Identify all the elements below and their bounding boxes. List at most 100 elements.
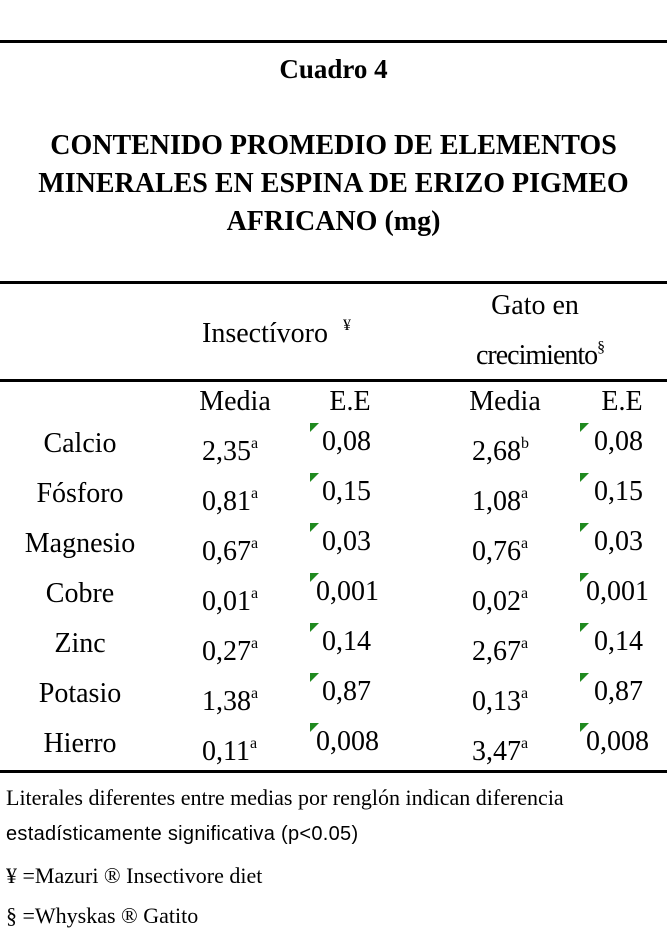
subheader-gato-mean: Media xyxy=(469,386,541,417)
mean-value: 0,81 xyxy=(202,486,251,517)
row-mineral-name: Magnesio xyxy=(24,528,136,559)
row-mineral-name: Calcio xyxy=(43,428,117,459)
mean-value: 2,67 xyxy=(472,636,521,667)
subheader-insect-se: E.E xyxy=(329,386,371,417)
mean-value: 0,01 xyxy=(202,586,251,617)
green-corner-marker xyxy=(310,423,319,432)
row-mineral-name: Zinc xyxy=(54,628,106,659)
significance-letter: a xyxy=(251,435,259,452)
row-gato-se: 0,87 xyxy=(594,676,643,707)
row-gato-mean: 0,76a xyxy=(472,536,528,568)
group-label-insectivoro: Insectívoro xyxy=(202,318,328,349)
row-insect-mean: 0,67a xyxy=(202,536,258,568)
table-caption: Cuadro 4 xyxy=(279,54,388,84)
footnote-literals: Literales diferentes entre medias por re… xyxy=(6,785,564,810)
footnote-whyskas: § =Whyskas ® Gatito xyxy=(6,903,199,928)
group-label-gato: crecimiento xyxy=(476,340,598,371)
green-corner-marker xyxy=(580,723,589,732)
green-corner-marker xyxy=(310,573,319,582)
row-insect-se: 0,03 xyxy=(322,526,371,557)
top-rule xyxy=(0,40,667,43)
mean-value: 1,08 xyxy=(472,486,521,517)
row-insect-se: 0,14 xyxy=(322,626,371,657)
significance-letter: a xyxy=(251,535,259,552)
row-gato-mean: 2,67a xyxy=(472,636,528,668)
row-insect-se: 0,15 xyxy=(322,476,371,507)
row-mineral-name: Fósforo xyxy=(36,478,124,509)
green-corner-marker xyxy=(310,673,319,682)
group-header-insectivoro: Insectívoro ¥ xyxy=(202,318,351,350)
footnote-mazuri: ¥ =Mazuri ® Insectivore diet xyxy=(6,863,263,888)
row-gato-mean: 0,13a xyxy=(472,686,528,718)
significance-letter: a xyxy=(251,485,259,502)
significance-letter: a xyxy=(251,685,259,702)
row-gato-se: 0,14 xyxy=(594,626,643,657)
significance-letter: a xyxy=(521,635,529,652)
table-title-line-2: MINERALES EN ESPINA DE ERIZO PIGMEO xyxy=(38,168,629,199)
mean-value: 1,38 xyxy=(202,686,251,717)
table-title-line-1: CONTENIDO PROMEDIO DE ELEMENTOS xyxy=(50,130,617,161)
row-mineral-name: Potasio xyxy=(38,678,122,709)
significance-letter: a xyxy=(249,735,258,752)
significance-letter: a xyxy=(521,585,529,602)
row-gato-se: 0,001 xyxy=(586,576,649,607)
group-header-gato-line-2: crecimiento§ xyxy=(476,340,605,372)
row-gato-mean: 1,08a xyxy=(472,486,528,518)
green-corner-marker xyxy=(580,623,589,632)
row-gato-se: 0,03 xyxy=(594,526,643,557)
row-insect-mean: 0,11a xyxy=(202,736,257,768)
row-insect-mean: 0,81a xyxy=(202,486,258,518)
subheader-insect-mean: Media xyxy=(199,386,271,417)
mean-value: 3,47 xyxy=(472,736,521,767)
green-corner-marker xyxy=(310,523,319,532)
header-bottom-rule xyxy=(0,379,667,382)
significance-letter: a xyxy=(521,735,529,752)
row-mineral-name: Hierro xyxy=(43,728,117,759)
row-gato-se: 0,008 xyxy=(586,726,649,757)
subheader-gato-se: E.E xyxy=(601,386,643,417)
green-corner-marker xyxy=(580,473,589,482)
significance-letter: a xyxy=(521,535,529,552)
row-insect-se: 0,001 xyxy=(316,576,379,607)
green-corner-marker xyxy=(580,423,589,432)
row-gato-mean: 0,02a xyxy=(472,586,528,618)
mean-value: 0,11 xyxy=(202,736,250,767)
significance-letter: a xyxy=(251,585,259,602)
row-insect-mean: 0,01a xyxy=(202,586,258,618)
row-insect-se: 0,008 xyxy=(316,726,379,757)
bottom-rule xyxy=(0,770,667,773)
row-insect-se: 0,08 xyxy=(322,426,371,457)
row-insect-mean: 1,38a xyxy=(202,686,258,718)
row-gato-mean: 2,68b xyxy=(472,436,529,468)
row-gato-se: 0,15 xyxy=(594,476,643,507)
row-gato-mean: 3,47a xyxy=(472,736,528,768)
footnote-significance: estadísticamente significativa (p<0.05) xyxy=(6,823,359,845)
yen-mark: ¥ xyxy=(342,317,351,334)
green-corner-marker xyxy=(580,673,589,682)
table-title-line-3: AFRICANO (mg) xyxy=(226,206,441,237)
mean-value: 0,02 xyxy=(472,586,521,617)
significance-letter: a xyxy=(521,685,529,702)
green-corner-marker xyxy=(580,573,589,582)
green-corner-marker xyxy=(580,523,589,532)
mean-value: 2,35 xyxy=(202,436,251,467)
mean-value: 0,13 xyxy=(472,686,521,717)
green-corner-marker xyxy=(310,623,319,632)
significance-letter: a xyxy=(521,485,529,502)
green-corner-marker xyxy=(310,473,319,482)
mean-value: 0,27 xyxy=(202,636,251,667)
group-header-gato-line-1: Gato en xyxy=(491,290,579,321)
row-insect-se: 0,87 xyxy=(322,676,371,707)
significance-letter: b xyxy=(521,435,529,452)
section-mark: § xyxy=(597,339,606,356)
mean-value: 2,68 xyxy=(472,436,521,467)
header-top-rule xyxy=(0,281,667,284)
mean-value: 0,67 xyxy=(202,536,251,567)
row-gato-se: 0,08 xyxy=(594,426,643,457)
significance-letter: a xyxy=(251,635,259,652)
row-insect-mean: 0,27a xyxy=(202,636,258,668)
row-mineral-name: Cobre xyxy=(45,578,115,609)
mean-value: 0,76 xyxy=(472,536,521,567)
row-insect-mean: 2,35a xyxy=(202,436,258,468)
green-corner-marker xyxy=(310,723,319,732)
